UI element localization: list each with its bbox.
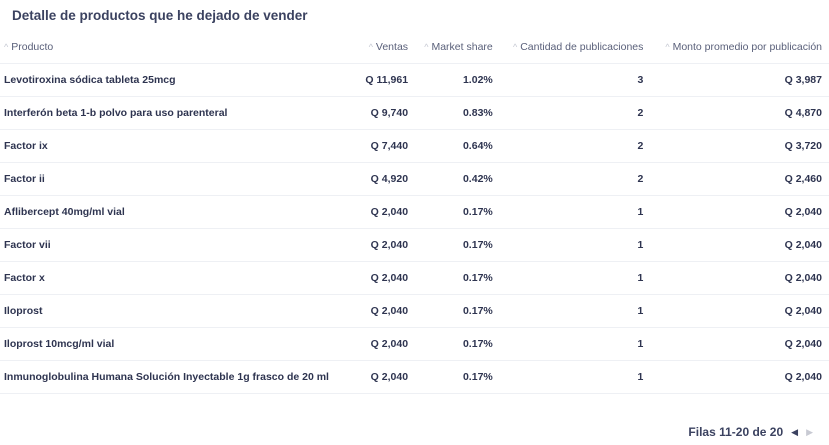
- cell-sales: Q 2,040: [357, 360, 416, 394]
- column-header-publications-count[interactable]: ^ Cantidad de publicaciones: [500, 31, 651, 64]
- cell-product: Interferón beta 1-b polvo para uso paren…: [0, 96, 358, 130]
- cell-sales: Q 7,440: [357, 129, 416, 163]
- caret-right-icon[interactable]: ▶: [806, 426, 813, 437]
- column-header-market-share[interactable]: ^ Market share: [415, 31, 500, 64]
- cell-publications-count: 1: [499, 294, 651, 328]
- cell-market-share: 0.17%: [415, 195, 500, 229]
- cell-sales: Q 11,961: [357, 63, 416, 97]
- column-header-sales[interactable]: ^ Ventas: [358, 31, 415, 64]
- sort-icon[interactable]: ^: [368, 42, 373, 52]
- sort-icon[interactable]: ^: [665, 42, 670, 52]
- table-header-row: ^ Producto ^ Ventas ^ Market share ^ Cantidad d…: [0, 31, 829, 64]
- cell-publications-count: 1: [499, 327, 651, 361]
- cell-market-share: 0.42%: [415, 162, 500, 196]
- column-header-avg-amount[interactable]: ^ Monto promedio por publicación: [650, 31, 829, 64]
- cell-sales: Q 9,740: [357, 96, 416, 130]
- table-row: Factor ii Q 4,920 0.42% 2 Q 2,460: [0, 162, 829, 196]
- cell-avg-amount: Q 2,040: [650, 294, 829, 328]
- cell-market-share: 0.17%: [415, 294, 500, 328]
- cell-publications-count: 1: [499, 228, 651, 262]
- table-row: Interferón beta 1-b polvo para uso paren…: [0, 96, 829, 130]
- sort-icon[interactable]: ^: [512, 42, 518, 52]
- cell-product: Factor x: [0, 261, 358, 295]
- cell-market-share: 0.17%: [415, 228, 500, 262]
- cell-publications-count: 1: [499, 360, 651, 394]
- pagination-label: Filas 11-20 de 20: [688, 425, 784, 439]
- cell-avg-amount: Q 2,040: [650, 195, 829, 229]
- cell-avg-amount: Q 3,987: [650, 63, 829, 97]
- cell-market-share: 0.64%: [415, 129, 500, 163]
- cell-market-share: 0.17%: [415, 261, 500, 295]
- table-row: Inmunoglobulina Humana Solución Inyectab…: [0, 360, 829, 394]
- cell-product: Levotiroxina sódica tableta 25mcg: [0, 63, 358, 97]
- cell-product: Aflibercept 40mg/ml vial: [0, 195, 358, 229]
- cell-sales: Q 2,040: [357, 261, 416, 295]
- table-row: Levotiroxina sódica tableta 25mcg Q 11,96…: [0, 63, 829, 97]
- cell-publications-count: 1: [499, 261, 651, 295]
- cell-publications-count: 2: [499, 96, 651, 130]
- cell-sales: Q 2,040: [357, 327, 416, 361]
- column-label: Ventas: [375, 41, 409, 53]
- cell-market-share: 0.17%: [415, 327, 500, 361]
- sort-icon[interactable]: ^: [4, 42, 9, 52]
- cell-avg-amount: Q 4,870: [650, 96, 829, 130]
- column-header-product[interactable]: ^ Producto: [0, 31, 358, 64]
- table-row: Iloprost 10mcg/ml vial Q 2,040 0.17% 1 Q 2,0…: [0, 327, 829, 361]
- cell-publications-count: 2: [499, 129, 651, 163]
- cell-product: Factor vii: [0, 228, 358, 262]
- cell-product: Inmunoglobulina Humana Solución Inyectab…: [0, 360, 358, 394]
- table-row: Factor vii Q 2,040 0.17% 1 Q 2,040: [0, 228, 829, 262]
- cell-product: Iloprost: [0, 294, 358, 328]
- cell-market-share: 0.17%: [415, 360, 500, 394]
- cell-avg-amount: Q 2,040: [650, 360, 829, 394]
- cell-product: Factor ii: [0, 162, 358, 196]
- cell-sales: Q 2,040: [357, 228, 416, 262]
- pagination: Filas 11-20 de 20 ◀ ▶: [688, 425, 813, 439]
- cell-publications-count: 1: [499, 195, 651, 229]
- table-title: Detalle de productos que he dejado de ve…: [12, 8, 308, 23]
- table-row: Aflibercept 40mg/ml vial Q 2,040 0.17% 1 Q 2…: [0, 195, 829, 229]
- cell-sales: Q 4,920: [357, 162, 416, 196]
- products-table: ^ Producto ^ Ventas ^ Market share ^ Cantidad d…: [0, 31, 829, 394]
- cell-avg-amount: Q 2,040: [650, 261, 829, 295]
- caret-left-icon[interactable]: ◀: [791, 426, 799, 437]
- table-row: Factor ix Q 7,440 0.64% 2 Q 3,720: [0, 129, 829, 163]
- sort-icon[interactable]: ^: [424, 42, 429, 52]
- cell-market-share: 0.83%: [415, 96, 500, 130]
- table-row: Iloprost Q 2,040 0.17% 1 Q 2,040: [0, 294, 829, 328]
- cell-avg-amount: Q 2,040: [650, 228, 829, 262]
- column-label: Cantidad de publicaciones: [520, 41, 644, 53]
- cell-avg-amount: Q 2,460: [650, 162, 829, 196]
- cell-publications-count: 2: [499, 162, 651, 196]
- cell-sales: Q 2,040: [357, 294, 416, 328]
- cell-product: Iloprost 10mcg/ml vial: [0, 327, 358, 361]
- cell-avg-amount: Q 2,040: [650, 327, 829, 361]
- cell-market-share: 1.02%: [415, 63, 500, 97]
- column-label: Monto promedio por publicación: [672, 41, 822, 53]
- cell-avg-amount: Q 3,720: [650, 129, 829, 163]
- cell-product: Factor ix: [0, 129, 358, 163]
- cell-publications-count: 3: [499, 63, 651, 97]
- cell-sales: Q 2,040: [357, 195, 416, 229]
- column-label: Producto: [11, 41, 54, 53]
- column-label: Market share: [431, 41, 493, 53]
